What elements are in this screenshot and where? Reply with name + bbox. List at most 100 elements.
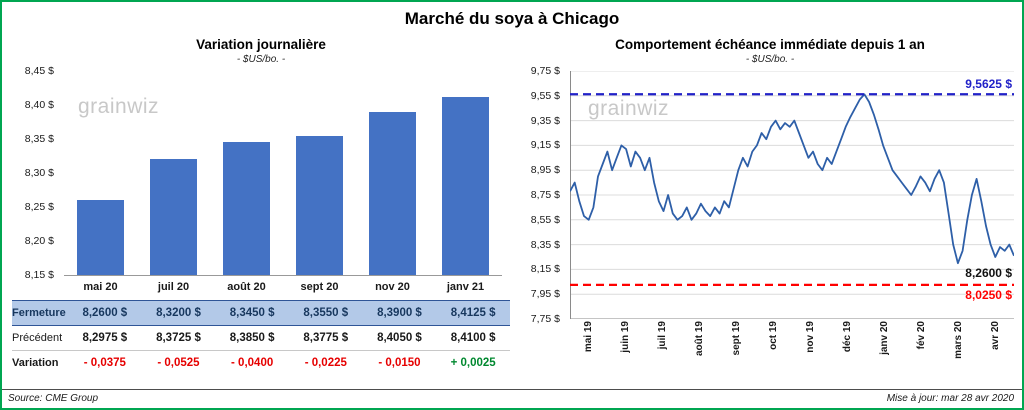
table-row-fermeture: Fermeture 8,2600 $ 8,3200 $ 8,3450 $ 8,3550 … xyxy=(12,300,510,326)
x-axis-label: mai 20 xyxy=(83,281,118,293)
one-year-trend-panel: Comportement échéance immédiate depuis 1… xyxy=(520,36,1020,379)
table-row-precedent: Précédent 8,2975 $ 8,3725 $ 8,3850 $ 8,3775 … xyxy=(12,326,510,351)
y-axis-tick-label: 9,75 $ xyxy=(530,65,560,77)
x-axis-label-cell: août 19 xyxy=(681,321,718,379)
table-cell: - 0,0525 xyxy=(157,357,200,370)
x-axis-label: nov 20 xyxy=(375,281,410,293)
table-cell: 8,4050 $ xyxy=(377,332,422,344)
x-axis-label: mars 20 xyxy=(953,321,964,359)
line-chart-area: 9,75 $ 9,55 $ 9,35 $ 9,15 $ 8,95 $ 8,75 $ 8,55… xyxy=(520,65,1020,325)
table-cell: 8,2975 $ xyxy=(82,332,128,344)
y-axis-tick-label: 9,35 $ xyxy=(530,114,560,127)
x-axis-label: déc 19 xyxy=(842,321,853,353)
x-axis-label: août 19 xyxy=(694,321,705,357)
footer: Source: CME Group Mise à jour: mar 28 av… xyxy=(2,389,1022,408)
line-chart-x-axis: mai 19 juin 19 juil 19 août 19 sept 19 oct 19… xyxy=(570,321,1014,379)
y-axis-tick-label: 8,95 $ xyxy=(530,164,560,177)
bar-chart-subtitle: - $US/bo. - xyxy=(236,54,286,65)
x-axis-label: janv 20 xyxy=(879,321,890,355)
x-axis-label-cell: juil 19 xyxy=(644,321,681,379)
x-axis-label: août 20 xyxy=(227,281,266,293)
line-chart-y-axis: 9,75 $ 9,55 $ 9,35 $ 9,15 $ 8,95 $ 8,75 $ 8,55… xyxy=(520,65,566,325)
bar-chart-x-axis: mai 20 juil 20 août 20 sept 20 nov 20 janv 21 xyxy=(64,278,502,296)
table-row-label: Fermeture xyxy=(12,307,66,319)
y-axis-tick-label: 8,20 $ xyxy=(24,235,54,247)
table-cell: 8,3900 $ xyxy=(377,307,422,319)
line-chart-svg xyxy=(570,71,1014,319)
y-axis-tick-label: 8,35 $ xyxy=(24,133,54,145)
table-cell: + 0,0025 xyxy=(450,357,496,370)
y-axis-tick-label: 8,15 $ xyxy=(530,263,560,276)
low-price-label: 8,0250 $ xyxy=(965,287,1012,302)
x-axis-label-cell: nov 19 xyxy=(792,321,829,379)
line-chart-title: Comportement échéance immédiate depuis 1… xyxy=(615,37,925,52)
bar xyxy=(150,159,197,275)
table-cell: 8,3775 $ xyxy=(303,332,349,344)
x-axis-label-cell: fév 20 xyxy=(903,321,940,379)
y-axis-tick-label: 8,25 $ xyxy=(24,201,54,213)
grainwiz-watermark: grainwiz xyxy=(78,95,160,118)
updated-note: Mise à jour: mar 28 avr 2020 xyxy=(886,393,1014,404)
daily-variation-panel: Variation journalière - $US/bo. - 8,45 $… xyxy=(8,36,514,376)
y-axis-tick-label: 9,15 $ xyxy=(530,139,560,152)
x-axis-label-cell: avr 20 xyxy=(977,321,1014,379)
bar xyxy=(369,111,416,275)
table-cell: - 0,0375 xyxy=(83,357,126,370)
table-cell: 8,3725 $ xyxy=(156,332,201,344)
table-cell: 8,4100 $ xyxy=(450,332,496,344)
x-axis-label-cell: mars 20 xyxy=(940,321,977,379)
table-cell: 8,2600 $ xyxy=(82,307,128,319)
y-axis-tick-label: 8,55 $ xyxy=(530,213,560,226)
y-axis-tick-label: 8,30 $ xyxy=(24,167,54,179)
x-axis-label-cell: juin 19 xyxy=(607,321,644,379)
x-axis-label: juin 19 xyxy=(620,321,631,353)
line-chart-plot: grainwiz 9,5625 $ 8,2600 $ 8,0250 $ xyxy=(570,71,1014,319)
x-axis-label: janv 21 xyxy=(446,281,485,293)
x-axis-label-cell: sept 19 xyxy=(718,321,755,379)
bar-chart-y-axis: 8,45 $ 8,40 $ 8,35 $ 8,30 $ 8,25 $ 8,20 $ 8,15… xyxy=(8,65,60,281)
x-axis-label-cell: oct 19 xyxy=(755,321,792,379)
x-axis-label: nov 19 xyxy=(805,321,816,353)
x-axis-label-cell: déc 19 xyxy=(829,321,866,379)
bar-chart-plot: grainwiz xyxy=(64,71,502,276)
table-row-label: Précédent xyxy=(12,332,63,344)
table-cell: - 0,0225 xyxy=(304,357,347,370)
y-axis-tick-label: 8,75 $ xyxy=(530,189,560,201)
bar-chart-title: Variation journalière xyxy=(196,37,326,52)
line-chart-subtitle: - $US/bo. - xyxy=(745,54,795,65)
x-axis-label: mai 19 xyxy=(583,321,594,353)
table-row-variation: Variation - 0,0375 - 0,0525 - 0,0400 - 0,022… xyxy=(12,351,510,376)
y-axis-tick-label: 8,15 $ xyxy=(24,269,54,281)
price-table: Fermeture 8,2600 $ 8,3200 $ 8,3450 $ 8,3550 … xyxy=(12,300,510,376)
y-axis-tick-label: 9,55 $ xyxy=(530,89,560,102)
x-axis-label: sept 19 xyxy=(731,321,742,356)
bar xyxy=(223,142,270,275)
x-axis-label: avr 20 xyxy=(990,321,1001,350)
y-axis-tick-label: 8,45 $ xyxy=(24,65,54,77)
table-cell: - 0,0150 xyxy=(378,357,421,370)
table-cell: 8,4125 $ xyxy=(450,307,496,319)
x-axis-label: fév 20 xyxy=(916,321,927,350)
price-line xyxy=(570,93,1014,265)
table-cell: 8,3550 $ xyxy=(303,307,349,319)
bar xyxy=(77,200,124,275)
table-row-label: Variation xyxy=(12,357,59,370)
bar-chart-area: 8,45 $ 8,40 $ 8,35 $ 8,30 $ 8,25 $ 8,20 $ 8,15… xyxy=(8,65,514,281)
last-price-label: 8,2600 $ xyxy=(965,265,1012,280)
x-axis-label: juil 19 xyxy=(657,321,668,350)
x-axis-label: sept 20 xyxy=(300,281,339,293)
y-axis-tick-label: 7,75 $ xyxy=(530,313,560,325)
y-axis-tick-label: 8,35 $ xyxy=(530,238,560,251)
x-axis-label-cell: mai 19 xyxy=(570,321,607,379)
source-note: Source: CME Group xyxy=(8,393,99,404)
bar xyxy=(296,135,343,275)
x-axis-label-cell: janv 20 xyxy=(866,321,903,379)
y-axis-tick-label: 7,95 $ xyxy=(530,288,560,301)
high-price-label: 9,5625 $ xyxy=(965,77,1012,92)
y-axis-tick-label: 8,40 $ xyxy=(24,99,54,111)
table-cell: 8,3450 $ xyxy=(229,307,275,319)
table-cell: 8,3850 $ xyxy=(229,332,275,344)
table-cell: 8,3200 $ xyxy=(156,307,201,319)
x-axis-label: juil 20 xyxy=(157,281,190,293)
